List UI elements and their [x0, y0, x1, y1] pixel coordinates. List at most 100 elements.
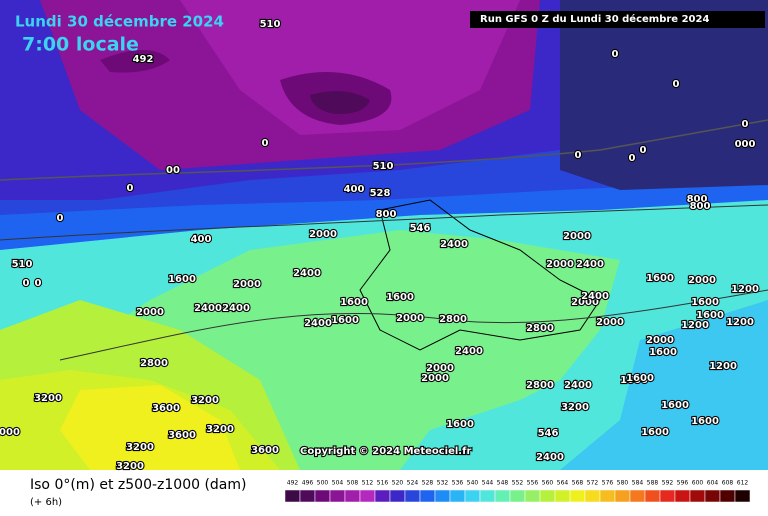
legend-label: 520: [392, 480, 404, 487]
contour-label: 3200: [34, 393, 62, 404]
contour-label: 00: [166, 165, 180, 176]
contour-label: 510: [12, 259, 33, 270]
contour-label: 0: [262, 138, 269, 149]
contour-label: 2000: [396, 313, 424, 324]
legend-swatch: [464, 489, 481, 503]
contour-label: 546: [538, 428, 559, 439]
contour-label: 2000: [563, 231, 591, 242]
contour-label: 1600: [386, 292, 414, 303]
contour-label: 2800: [526, 323, 554, 334]
contour-label: 2400: [455, 346, 483, 357]
legend-label: 576: [602, 480, 614, 487]
legend-scale: 492 496 500 504 508 512 516 520 524 528 532 536 540 5…: [284, 480, 751, 503]
contour-label: 2400: [440, 239, 468, 250]
contour-label: 546: [410, 223, 431, 234]
legend-label: 500: [317, 480, 329, 487]
legend-swatch: [629, 489, 646, 503]
contour-label: 3200: [126, 442, 154, 453]
legend-label: 556: [527, 480, 539, 487]
legend-label: 536: [452, 480, 464, 487]
contour-label: 4000: [0, 427, 20, 438]
legend-swatch: [419, 489, 436, 503]
legend-label: 504: [332, 480, 344, 487]
legend-label: 600: [692, 480, 704, 487]
legend-swatch: [674, 489, 691, 503]
contour-label: 1600: [446, 419, 474, 430]
legend-label: 608: [722, 480, 734, 487]
time-text: 7:00 locale: [22, 34, 139, 56]
contour-label: 2000: [309, 229, 337, 240]
contour-label: 510: [260, 19, 281, 30]
date-text: Lundi 30 décembre 2024: [15, 13, 224, 31]
legend-swatch: [374, 489, 391, 503]
contour-label: 1600: [661, 400, 689, 411]
contour-label: 3200: [206, 424, 234, 435]
legend-label: 540: [467, 480, 479, 487]
legend-label: 588: [647, 480, 659, 487]
contour-label: 400: [191, 234, 212, 245]
contour-label: 2400: [576, 259, 604, 270]
contour-label: 2400: [222, 303, 250, 314]
contour-label: 1600: [340, 297, 368, 308]
legend-swatch: [344, 489, 361, 503]
legend-label: 524: [407, 480, 419, 487]
contour-label: 800: [376, 209, 397, 220]
legend-label: 552: [512, 480, 524, 487]
legend-swatch: [569, 489, 586, 503]
contour-label: 510: [373, 161, 394, 172]
legend-swatch: [479, 489, 496, 503]
contour-label: 0: [57, 213, 64, 224]
contour-label: 1600: [626, 373, 654, 384]
contour-label: 3200: [191, 395, 219, 406]
run-text: Run GFS 0 Z du Lundi 30 décembre 2024: [480, 13, 709, 25]
contour-label: 0: [742, 119, 749, 130]
contour-label: 2400: [581, 291, 609, 302]
contour-label: 2400: [194, 303, 222, 314]
contour-label: 0: [640, 145, 647, 156]
contour-label: 2400: [536, 452, 564, 463]
legend-label: 544: [482, 480, 494, 487]
contour-label: 528: [370, 188, 391, 199]
contour-label: 2000: [233, 279, 261, 290]
contour-label: 800: [687, 194, 708, 205]
legend-swatch: [734, 489, 751, 503]
legend-swatch: [299, 489, 316, 503]
legend-swatch: [719, 489, 736, 503]
legend-title: Iso 0°(m) et z500-z1000 (dam): [30, 477, 247, 493]
legend-label: 532: [437, 480, 449, 487]
contour-label: 2800: [140, 358, 168, 369]
legend-swatch: [599, 489, 616, 503]
contour-label: 1200: [731, 284, 759, 295]
run-box: [470, 11, 765, 28]
legend-swatch: [404, 489, 421, 503]
copyright: Copyright © 2024 Meteociel.fr: [300, 446, 471, 457]
contour-label: 1600: [620, 375, 648, 386]
legend-label: 496: [302, 480, 314, 487]
legend-swatch: [509, 489, 526, 503]
contour-label: 0: [575, 150, 582, 161]
contour-label: 0: [629, 153, 636, 164]
contour-label: 3600: [152, 403, 180, 414]
legend-swatch: [554, 489, 571, 503]
contour-label: 800: [690, 201, 711, 212]
legend-swatch: [614, 489, 631, 503]
contour-label: 1600: [691, 416, 719, 427]
legend-swatch: [329, 489, 346, 503]
contour-label: 2000: [136, 307, 164, 318]
contour-label: 0: [23, 278, 30, 289]
legend-swatch: [494, 489, 511, 503]
contour-label: 2000: [571, 297, 599, 308]
contour-label: 2400: [293, 268, 321, 279]
legend-swatch: [659, 489, 676, 503]
legend-subtitle: (+ 6h): [30, 497, 62, 508]
contour-label: 492: [133, 54, 154, 65]
legend-label: 604: [707, 480, 719, 487]
legend-swatch: [389, 489, 406, 503]
contour-label: 2000: [426, 363, 454, 374]
contour-label: 2400: [564, 380, 592, 391]
contour-label: 400: [344, 184, 365, 195]
